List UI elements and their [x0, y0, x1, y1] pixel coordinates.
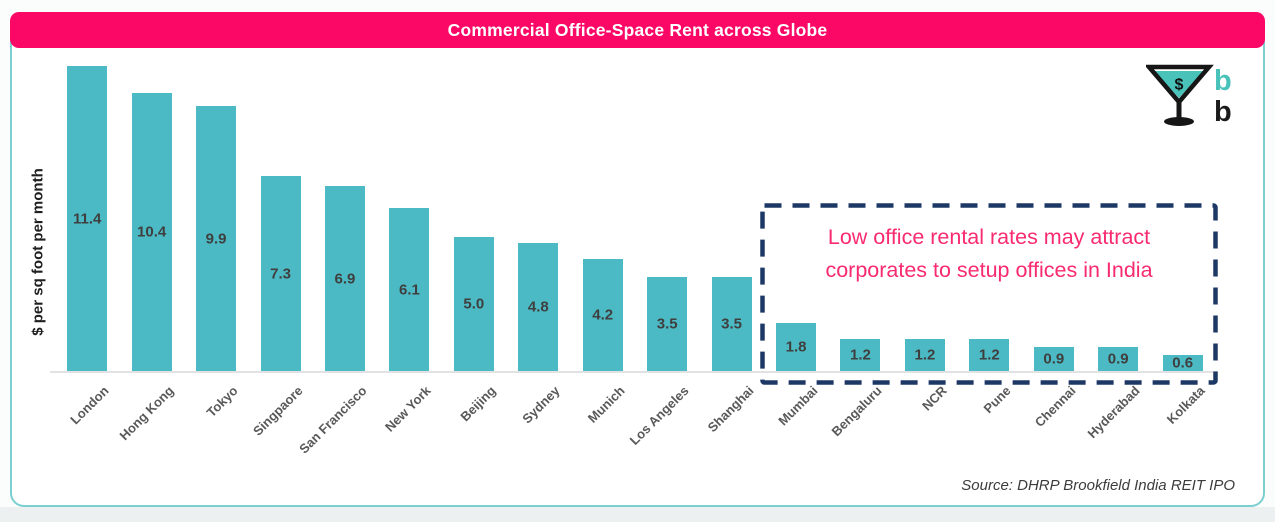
- bar-slot: 7.3 Singpaore: [248, 66, 312, 439]
- bar-slot: 10.4 Hong Kong: [116, 66, 183, 443]
- bar-slot: 3.5 Los Angeles: [627, 66, 699, 448]
- chart-title-banner: Commercial Office-Space Rent across Glob…: [10, 12, 1265, 48]
- logo-letter-b-teal: b: [1214, 65, 1232, 97]
- bar-value-label: 3.5: [721, 315, 743, 333]
- logo-letter-b-black: b: [1214, 96, 1232, 128]
- bar-slot: 6.9 San Francisco: [296, 66, 377, 456]
- dashed-border-icon: [760, 203, 1218, 385]
- bar-value-label: 9.9: [205, 230, 227, 247]
- bar-mumbai: 1.8: [776, 323, 817, 371]
- bar-kolkata: 0.6: [1162, 354, 1203, 372]
- bar-los-angeles: 3.5: [647, 277, 688, 371]
- page-background-strip: [0, 507, 1275, 522]
- bar-value-label: 0.9: [1107, 350, 1129, 368]
- bar-value-label: 0.9: [1043, 350, 1065, 368]
- annotation-line-1: Low office rental rates may attract: [827, 225, 1151, 249]
- bar-singpaore: 7.3: [260, 176, 301, 371]
- bar-slot: 9.9 Tokyo: [184, 66, 248, 420]
- bar-hyderabad: 0.9: [1098, 347, 1139, 371]
- bar-pune: 1.2: [969, 339, 1010, 371]
- bar-value-label: 6.9: [334, 270, 356, 287]
- source-note: Source: DHRP Brookfield India REIT IPO: [961, 477, 1235, 494]
- bar-value-label: 3.5: [656, 315, 678, 333]
- bar-slot: 0.9 Hyderabad: [1085, 66, 1150, 441]
- bar-slot: 1.2 NCR: [893, 66, 957, 414]
- bar-slot: 1.2 Pune: [957, 66, 1021, 416]
- bar-slot: 11.4 London: [55, 66, 119, 427]
- dollar-icon: $: [1175, 77, 1184, 94]
- bar-new-york: 6.1: [389, 208, 430, 371]
- annotation-text: Low office rental rates may attract corp…: [760, 221, 1218, 287]
- plot-area: 11.4 London 10.4 Hong Kong 9.9 Tokyo 7.3 Singpa…: [55, 66, 1215, 456]
- annotation-line-2: corporates to setup offices in India: [825, 258, 1153, 282]
- chart-title: Commercial Office-Space Rent across Glob…: [447, 19, 828, 40]
- bar-slot: 1.8 Mumbai: [764, 66, 828, 428]
- bar-slot: 0.6 Kolkata: [1150, 66, 1214, 427]
- y-axis-title: $ per sq foot per month: [29, 168, 47, 336]
- bar-value-label: 5.0: [463, 295, 485, 313]
- x-axis-line: [50, 371, 1218, 373]
- bar-slot: 6.1 New York: [377, 66, 441, 435]
- bar-value-label: 6.1: [398, 281, 420, 298]
- bar-ncr: 1.2: [904, 339, 945, 371]
- bar-slot: 1.2 Bengaluru: [828, 66, 892, 439]
- bar-value-label: 1.2: [850, 346, 871, 364]
- bar-value-label: 10.4: [137, 223, 167, 241]
- bar-slot: 3.5 Shanghai: [699, 66, 763, 435]
- bar-shanghai: 3.5: [711, 277, 752, 371]
- bar-value-label: 4.2: [592, 306, 614, 324]
- bar-value-label: 1.2: [978, 346, 1000, 364]
- martini-glass-icon: $: [1146, 64, 1214, 126]
- bar-value-label: 1.8: [785, 338, 807, 356]
- bar-london: 11.4: [67, 66, 108, 371]
- bar-beijing: 5.0: [453, 237, 494, 371]
- bar-slot: 0.9 Chennai: [1022, 66, 1086, 430]
- bar-tokyo: 9.9: [196, 106, 237, 371]
- bar-value-label: 7.3: [270, 265, 291, 282]
- bar-bengaluru: 1.2: [840, 339, 881, 371]
- bar-sydney: 4.8: [518, 243, 559, 371]
- bar-san-francisco: 6.9: [324, 186, 365, 371]
- bar-value-label: 11.4: [73, 210, 102, 227]
- bar-value-label: 0.6: [1172, 354, 1194, 372]
- bar-value-label: 4.8: [527, 298, 549, 316]
- brand-logo: $ b b: [1146, 64, 1232, 128]
- bar-hong-kong: 10.4: [131, 93, 172, 371]
- bar-munich: 4.2: [582, 259, 623, 371]
- india-annotation-box: Low office rental rates may attract corp…: [760, 203, 1218, 385]
- bar-slot: 4.8 Sydney: [506, 66, 570, 426]
- bar-chennai: 0.9: [1033, 347, 1074, 371]
- bar-slot: 4.2 Munich: [571, 66, 635, 426]
- bar-value-label: 1.2: [914, 346, 936, 364]
- bar-slot: 5.0 Beijing: [442, 66, 506, 424]
